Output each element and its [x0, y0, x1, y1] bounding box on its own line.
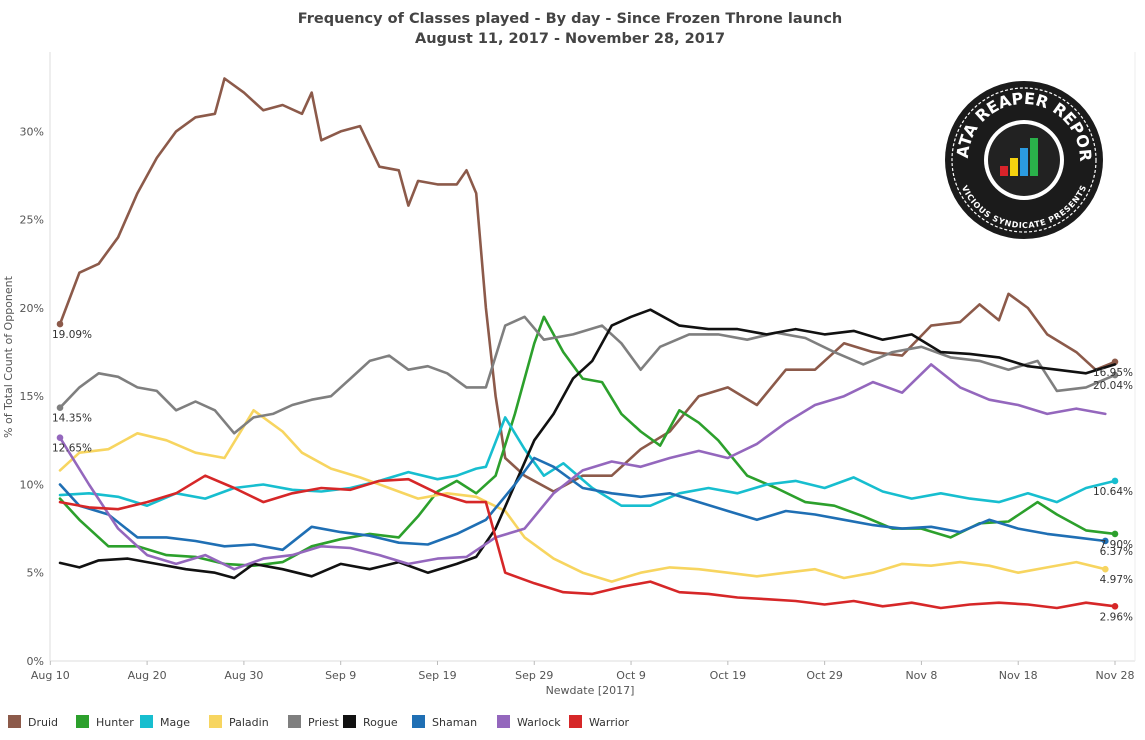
series-end-point [1111, 477, 1119, 485]
legend-swatch-mage [140, 715, 153, 728]
series-line-druid [58, 77, 1117, 493]
end-labels: 19.09% 16.95% 7.90% 10.64% 4.97% 14.35% 20.04%… [52, 329, 1133, 623]
legend-swatch-rogue [343, 715, 356, 728]
series-start-point [56, 404, 64, 411]
plot-frame [49, 52, 1136, 662]
x-axis: Aug 10 Aug 20 Aug 30 Sep 9 Sep 19 Sep 29 Oct 9… [31, 661, 1135, 682]
legend-label: Druid [28, 716, 58, 729]
series-line-warrior [58, 474, 1117, 610]
series-line-warlock [58, 363, 1107, 571]
x-tick-label: Sep 9 [325, 669, 356, 682]
series-end-label: 6.37% [1100, 546, 1133, 558]
y-tick-label: 30% [20, 125, 44, 138]
series-end-label: 7.90% [1100, 539, 1133, 551]
y-tick-label: 25% [20, 214, 44, 227]
chart-subtitle: August 11, 2017 - November 28, 2017 [415, 31, 725, 47]
legend-swatch-priest [288, 715, 301, 728]
y-tick-label: 5% [27, 567, 44, 580]
legend-swatch-hunter [76, 715, 89, 728]
legend-swatch-warlock [497, 715, 510, 728]
x-tick-label: Sep 19 [418, 669, 456, 682]
series-end-label: 2.96% [1100, 611, 1133, 623]
series-start-label: 19.09% [52, 329, 92, 341]
legend-swatch-warrior [569, 715, 582, 728]
x-tick-label: Sep 29 [515, 669, 553, 682]
legend-label: Paladin [229, 716, 269, 729]
series-line-rogue [58, 308, 1117, 580]
legend-label: Rogue [363, 716, 398, 729]
series-end-point [1111, 371, 1119, 379]
x-tick-label: Nov 18 [999, 669, 1038, 682]
data-reaper-logo: DATA REAPER REPORT VICIOUS SYNDICATE PRE… [945, 81, 1103, 239]
x-tick-label: Nov 28 [1096, 669, 1135, 682]
series-start-point [56, 320, 64, 328]
legend-label: Warrior [589, 716, 630, 729]
y-tick-label: 15% [20, 390, 44, 403]
series-end-point [1102, 565, 1109, 573]
series-line-priest [58, 315, 1117, 435]
legend-swatch-druid [8, 715, 21, 728]
y-axis-label: % of Total Count of Opponent [2, 275, 15, 438]
x-tick-label: Aug 20 [128, 669, 167, 682]
series-line-mage [58, 416, 1117, 507]
series-end-label: 20.04% [1093, 380, 1133, 392]
legend: Druid Hunter Mage Paladin Priest Rogue Shaman W… [8, 715, 630, 729]
y-axis: 0% 5% 10% 15% 20% 25% 30% [20, 125, 44, 668]
series-end-point [1111, 358, 1119, 366]
series-end-point [1102, 537, 1109, 545]
series-end-point [1111, 602, 1119, 610]
x-tick-label: Nov 8 [905, 669, 937, 682]
legend-swatch-paladin [209, 715, 222, 728]
legend-label: Priest [308, 716, 340, 729]
y-tick-label: 20% [20, 302, 44, 315]
series-end-point [1111, 530, 1119, 538]
chart-title: Frequency of Classes played - By day - S… [298, 11, 843, 27]
series-end-label: 10.64% [1093, 486, 1133, 498]
series-line-shaman [58, 456, 1107, 552]
x-tick-label: Oct 19 [710, 669, 747, 682]
series-layer [56, 77, 1119, 610]
series-line-paladin [58, 409, 1107, 583]
series-start-label: 12.65% [52, 443, 92, 455]
series-start-point [56, 434, 64, 442]
legend-label: Hunter [96, 716, 134, 729]
x-tick-label: Aug 30 [224, 669, 263, 682]
legend-swatch-shaman [412, 715, 425, 728]
series-end-label: 4.97% [1100, 574, 1133, 586]
legend-label: Shaman [432, 716, 477, 729]
x-tick-label: Oct 9 [616, 669, 646, 682]
legend-label: Mage [160, 716, 190, 729]
series-start-label: 14.35% [52, 413, 92, 425]
series-end-label: 16.95% [1093, 367, 1133, 379]
x-tick-label: Oct 29 [806, 669, 843, 682]
x-axis-label: Newdate [2017] [546, 684, 635, 697]
y-tick-label: 10% [20, 478, 44, 491]
y-tick-label: 0% [27, 655, 44, 668]
legend-label: Warlock [517, 716, 561, 729]
x-tick-label: Aug 10 [31, 669, 70, 682]
